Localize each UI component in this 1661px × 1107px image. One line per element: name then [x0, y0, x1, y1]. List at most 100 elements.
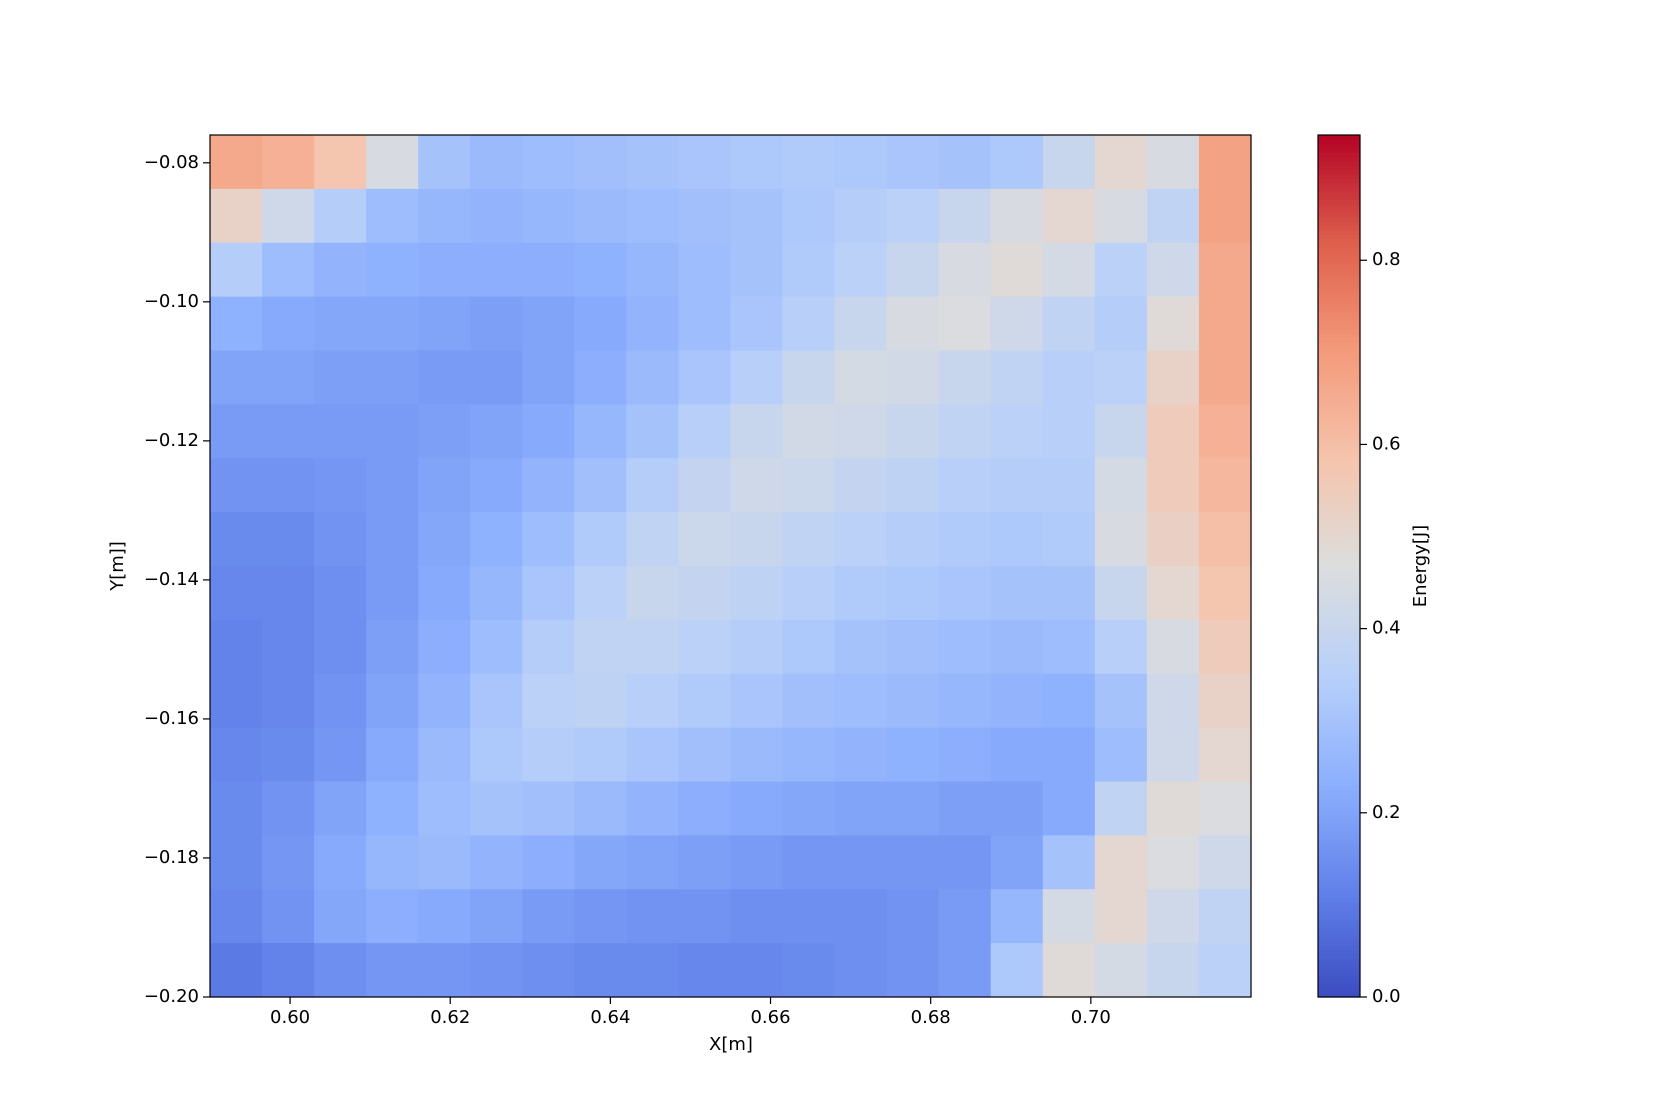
- colorbar-band: [1318, 384, 1360, 390]
- colorbar-band: [1318, 208, 1360, 214]
- heatmap-cell: [782, 727, 836, 783]
- colorbar-band: [1318, 979, 1360, 985]
- heatmap-cell: [678, 889, 732, 944]
- colorbar-band: [1318, 428, 1360, 433]
- colorbar-band: [1318, 389, 1360, 395]
- heatmap-cell: [1146, 135, 1200, 190]
- heatmap-cell: [782, 135, 836, 190]
- heatmap-cell: [574, 188, 627, 244]
- heatmap-cell: [678, 781, 732, 836]
- heatmap-cell: [938, 943, 992, 998]
- heatmap-cell: [522, 727, 575, 783]
- x-axis-label: X[m]: [709, 1034, 753, 1055]
- colorbar-band: [1318, 354, 1360, 360]
- heatmap-cell: [1094, 566, 1148, 621]
- colorbar-band: [1318, 613, 1360, 619]
- heatmap-cell: [210, 781, 263, 836]
- heatmap-cell: [314, 350, 367, 405]
- heatmap-cell: [418, 619, 471, 675]
- heatmap-cell: [1042, 835, 1096, 890]
- colorbar-band: [1318, 294, 1360, 300]
- heatmap-cell: [574, 835, 627, 890]
- heatmap-cell: [1042, 566, 1096, 621]
- x-tick-label: 0.68: [911, 1007, 951, 1028]
- colorbar-band: [1318, 772, 1360, 778]
- colorbar-band: [1318, 583, 1360, 589]
- heatmap-cell: [1042, 404, 1096, 459]
- colorbar-band: [1318, 824, 1360, 830]
- heatmap-cell: [730, 619, 784, 675]
- colorbar-band: [1318, 643, 1360, 649]
- heatmap-cell: [730, 135, 784, 190]
- colorbar-band: [1318, 893, 1360, 899]
- heatmap-cell: [730, 512, 784, 567]
- heatmap-cell: [470, 835, 523, 890]
- heatmap-cell: [470, 781, 523, 836]
- colorbar-band: [1318, 471, 1360, 477]
- colorbar-band: [1318, 540, 1360, 546]
- plot-frame: [209, 134, 1252, 998]
- x-tick-label: 0.66: [750, 1007, 790, 1028]
- heatmap-cell: [522, 458, 575, 513]
- colorbar-band: [1318, 764, 1360, 770]
- heatmap-cell: [470, 943, 523, 998]
- heatmap-cell: [730, 727, 784, 783]
- colorbar-band: [1318, 441, 1360, 446]
- colorbar-band: [1318, 966, 1360, 972]
- colorbar-band: [1318, 574, 1360, 580]
- heatmap-cell: [262, 512, 315, 567]
- colorbar-band: [1318, 600, 1360, 606]
- colorbar-band: [1318, 928, 1360, 933]
- colorbar-band: [1318, 436, 1360, 442]
- heatmap-cell: [1146, 619, 1200, 675]
- heatmap-cell: [262, 889, 315, 944]
- colorbar-band: [1318, 850, 1360, 856]
- heatmap-cell: [782, 404, 836, 459]
- heatmap-cell: [834, 673, 888, 729]
- colorbar-band: [1318, 333, 1360, 339]
- y-tick-label: −0.20: [144, 986, 199, 1007]
- heatmap-cell: [990, 781, 1044, 836]
- colorbar-band: [1318, 234, 1360, 240]
- y-tick-label: −0.10: [144, 291, 199, 312]
- heatmap-cell: [210, 727, 263, 783]
- heatmap-cell: [210, 943, 263, 998]
- heatmap-cell: [730, 350, 784, 405]
- colorbar-band: [1318, 557, 1360, 563]
- heatmap-cell: [418, 458, 471, 513]
- heatmap-cell: [418, 835, 471, 890]
- colorbar-band: [1318, 932, 1360, 938]
- heatmap-cell: [470, 188, 523, 244]
- colorbar-band: [1318, 320, 1360, 326]
- heatmap-cell: [574, 943, 627, 998]
- colorbar-band: [1318, 846, 1360, 852]
- colorbar-band: [1318, 811, 1360, 817]
- heatmap-cell: [262, 296, 315, 352]
- colorbar-band: [1318, 397, 1360, 403]
- heatmap-cell: [1042, 727, 1096, 783]
- heatmap-cell: [1198, 566, 1252, 621]
- heatmap-cell: [366, 296, 419, 352]
- heatmap-cell: [262, 350, 315, 405]
- colorbar-band: [1318, 902, 1360, 908]
- heatmap-cell: [314, 242, 367, 298]
- colorbar-label: Energy[J]: [1410, 525, 1431, 607]
- heatmap-cell: [1094, 512, 1148, 567]
- y-tick-label: −0.14: [144, 569, 199, 590]
- heatmap-cell: [938, 727, 992, 783]
- colorbar-band: [1318, 678, 1360, 683]
- colorbar-band: [1318, 522, 1360, 528]
- heatmap-cell: [1198, 835, 1252, 890]
- colorbar-band: [1318, 971, 1360, 977]
- colorbar-band: [1318, 156, 1360, 162]
- colorbar-band: [1318, 794, 1360, 800]
- heatmap-cell: [782, 188, 836, 244]
- colorbar-band: [1318, 316, 1360, 321]
- heatmap-cell: [262, 943, 315, 998]
- heatmap-cell: [678, 296, 732, 352]
- heatmap-cell: [626, 781, 680, 836]
- heatmap-cell: [574, 781, 627, 836]
- colorbar-band: [1318, 919, 1360, 925]
- heatmap-cell: [678, 458, 732, 513]
- colorbar-band: [1318, 910, 1360, 916]
